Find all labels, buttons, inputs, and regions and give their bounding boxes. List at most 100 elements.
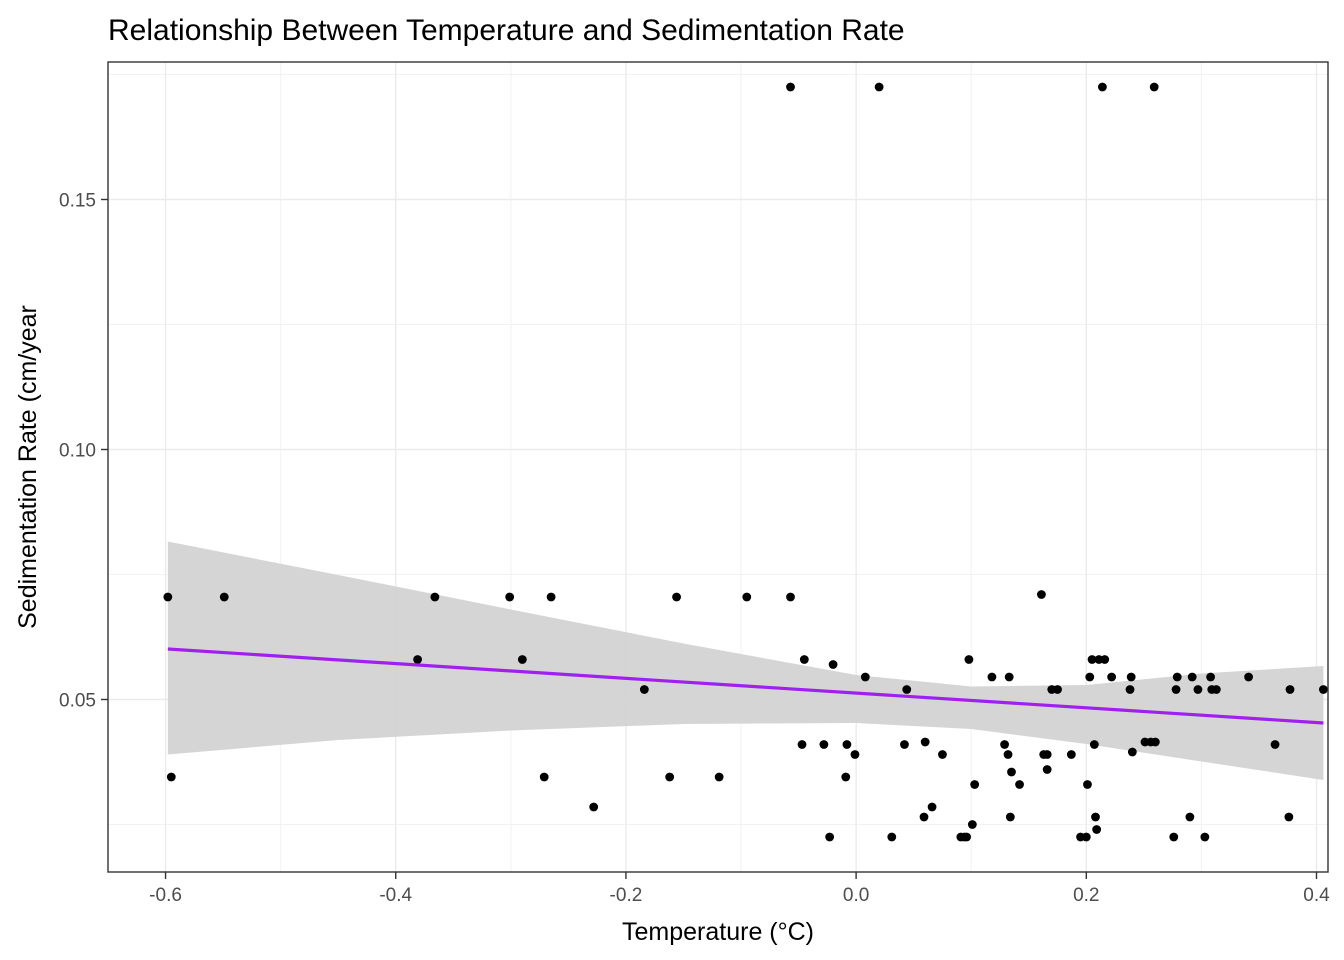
data-point — [964, 655, 974, 664]
plot-panel-border — [107, 61, 1329, 873]
data-point — [1185, 812, 1195, 822]
data-point — [742, 592, 752, 602]
y-axis: 0.05 0.10 0.15 — [59, 191, 108, 712]
data-point — [1003, 750, 1013, 759]
y-axis-title: Sedimentation Rate (cm/year — [14, 305, 42, 629]
data-point — [786, 82, 795, 92]
data-point — [1149, 82, 1159, 92]
y-tick-label: 0.15 — [59, 191, 96, 212]
data-point — [860, 672, 870, 682]
data-point — [219, 592, 229, 602]
data-point — [887, 832, 897, 842]
chart-title: Relationship Between Temperature and Sed… — [108, 14, 905, 47]
data-point — [1089, 740, 1099, 749]
data-point — [714, 772, 724, 782]
data-point — [1091, 812, 1100, 822]
data-point — [505, 592, 515, 602]
data-points — [163, 82, 1328, 842]
data-point — [430, 592, 440, 602]
data-point — [413, 655, 423, 664]
data-point — [1318, 685, 1328, 694]
data-point — [902, 685, 912, 694]
x-tick-label: -0.2 — [610, 885, 643, 906]
x-tick-label: 0.4 — [1303, 885, 1330, 906]
data-point — [589, 802, 599, 812]
data-point — [1085, 672, 1095, 682]
data-point — [1081, 832, 1091, 842]
data-point — [1066, 750, 1076, 759]
data-point — [1083, 780, 1092, 789]
data-point — [166, 772, 176, 782]
data-point — [1042, 750, 1052, 759]
data-point — [1284, 812, 1294, 822]
x-axis-title: Temperature (°C) — [622, 918, 814, 946]
data-point — [1125, 685, 1135, 694]
data-point — [1127, 747, 1137, 757]
data-point — [1193, 685, 1203, 694]
data-point — [842, 740, 852, 749]
data-point — [1244, 672, 1253, 682]
x-axis: -0.6 -0.4 -0.2 0.0 0.2 0.4 — [149, 872, 1330, 906]
data-point — [1098, 82, 1107, 92]
data-point — [900, 740, 909, 749]
regression-line — [167, 647, 1324, 725]
data-point — [672, 592, 681, 602]
data-point — [819, 740, 829, 749]
data-point — [546, 592, 556, 602]
data-point — [1053, 685, 1062, 694]
data-point — [828, 660, 838, 669]
data-point — [1172, 672, 1182, 682]
data-point — [1037, 590, 1046, 599]
data-point — [639, 685, 649, 694]
data-point — [841, 772, 851, 782]
data-point — [1087, 655, 1097, 664]
x-tick-label: -0.4 — [379, 885, 412, 906]
minor-gridlines — [108, 62, 1328, 872]
data-point — [517, 655, 527, 664]
y-tick-label: 0.05 — [59, 691, 96, 712]
data-point — [797, 740, 807, 749]
data-point — [1100, 655, 1110, 664]
x-tick-label: 0.2 — [1073, 885, 1099, 906]
data-point — [850, 750, 860, 759]
data-point — [938, 750, 947, 759]
data-point — [1206, 672, 1216, 682]
data-point — [1015, 780, 1024, 789]
data-point — [927, 802, 937, 812]
plot-area — [107, 61, 1329, 873]
data-point — [665, 772, 675, 782]
data-point — [1169, 832, 1179, 842]
data-point — [1007, 767, 1016, 777]
data-point — [1285, 685, 1295, 694]
data-point — [1211, 685, 1221, 694]
data-point — [799, 655, 809, 664]
confidence-band — [167, 541, 1324, 780]
data-point — [1126, 672, 1136, 682]
data-point — [1042, 765, 1052, 774]
data-point — [1270, 740, 1280, 749]
data-point — [874, 82, 884, 92]
data-point — [825, 832, 835, 842]
data-point — [1005, 812, 1015, 822]
data-point — [920, 737, 930, 747]
data-point — [1171, 685, 1181, 694]
x-tick-label: -0.6 — [149, 885, 182, 906]
data-point — [1000, 740, 1009, 749]
data-point — [1200, 832, 1210, 842]
y-tick-label: 0.10 — [59, 441, 96, 462]
data-point — [967, 820, 977, 829]
data-point — [163, 592, 173, 602]
data-point — [970, 780, 980, 789]
data-point — [1187, 672, 1197, 682]
data-point — [786, 592, 795, 602]
data-point — [962, 832, 972, 842]
data-point — [919, 812, 929, 822]
data-point — [1092, 825, 1102, 834]
data-point — [987, 672, 997, 682]
x-tick-label: 0.0 — [843, 885, 869, 906]
data-point — [1150, 737, 1160, 747]
data-point — [539, 772, 549, 782]
data-point — [1107, 672, 1117, 682]
data-point — [1004, 672, 1014, 682]
